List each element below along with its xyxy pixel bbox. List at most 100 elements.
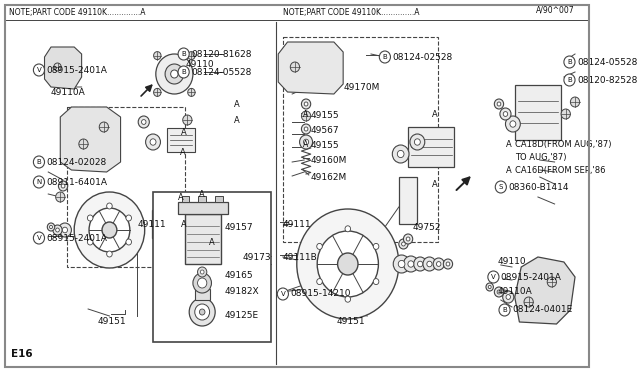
- Bar: [515, 84, 561, 140]
- Circle shape: [380, 51, 390, 63]
- Text: 08915-14210: 08915-14210: [291, 289, 351, 298]
- Circle shape: [436, 262, 441, 266]
- Bar: [198, 196, 206, 202]
- Circle shape: [200, 309, 205, 315]
- Text: TO AUG,'87): TO AUG,'87): [515, 153, 566, 161]
- Circle shape: [561, 109, 570, 119]
- Text: A: A: [234, 99, 239, 109]
- Text: CA16D(FROM SEP,'86: CA16D(FROM SEP,'86: [515, 166, 605, 174]
- Bar: [178, 202, 228, 214]
- Circle shape: [397, 150, 404, 158]
- Circle shape: [200, 270, 204, 274]
- Text: 49155: 49155: [310, 110, 339, 119]
- Text: 49125E: 49125E: [225, 311, 259, 320]
- Text: 08360-B1414: 08360-B1414: [508, 183, 569, 192]
- Text: A: A: [303, 140, 308, 148]
- Text: CA18D(FROM AUG,'87): CA18D(FROM AUG,'87): [515, 140, 611, 148]
- Text: B: B: [567, 77, 572, 83]
- Circle shape: [564, 74, 575, 86]
- Bar: [283, 37, 438, 242]
- Bar: [195, 289, 210, 300]
- Circle shape: [345, 296, 351, 302]
- Circle shape: [499, 304, 510, 316]
- Circle shape: [61, 184, 65, 188]
- Circle shape: [488, 271, 499, 283]
- Text: NOTE;PART CODE 49110K..............A: NOTE;PART CODE 49110K..............A: [9, 7, 146, 16]
- Circle shape: [570, 97, 580, 107]
- Text: A/90^007: A/90^007: [536, 6, 575, 15]
- Text: A: A: [303, 109, 308, 119]
- Text: E16: E16: [11, 349, 33, 359]
- Circle shape: [33, 64, 45, 76]
- Circle shape: [146, 134, 161, 150]
- Bar: [186, 214, 221, 264]
- Circle shape: [373, 243, 379, 249]
- Bar: [215, 196, 223, 202]
- Circle shape: [189, 298, 215, 326]
- Circle shape: [56, 228, 60, 232]
- Circle shape: [33, 232, 45, 244]
- Text: 49110: 49110: [186, 60, 214, 68]
- Circle shape: [74, 192, 145, 268]
- Text: 08915-2401A: 08915-2401A: [501, 273, 562, 282]
- Circle shape: [502, 291, 514, 303]
- Text: 49111B: 49111B: [283, 253, 317, 262]
- Circle shape: [126, 215, 131, 221]
- Circle shape: [58, 181, 68, 191]
- Polygon shape: [515, 257, 575, 324]
- Circle shape: [510, 121, 516, 127]
- Circle shape: [398, 260, 405, 267]
- Text: 49111: 49111: [283, 219, 312, 228]
- Circle shape: [304, 127, 308, 131]
- Bar: [399, 177, 417, 224]
- Polygon shape: [45, 47, 82, 89]
- Circle shape: [107, 203, 112, 209]
- Circle shape: [417, 261, 423, 267]
- Text: 08124-02528: 08124-02528: [392, 52, 452, 61]
- Circle shape: [198, 278, 207, 288]
- Circle shape: [494, 99, 504, 109]
- Text: 49151: 49151: [337, 317, 365, 327]
- Circle shape: [188, 89, 195, 96]
- Circle shape: [399, 239, 408, 249]
- Circle shape: [497, 102, 501, 106]
- Circle shape: [524, 297, 533, 307]
- Text: 08124-02028: 08124-02028: [46, 157, 107, 167]
- Circle shape: [564, 56, 575, 68]
- Circle shape: [413, 257, 427, 271]
- Circle shape: [408, 261, 414, 267]
- Text: 49151: 49151: [97, 317, 126, 327]
- Circle shape: [126, 239, 131, 245]
- Text: B: B: [502, 307, 507, 313]
- Circle shape: [303, 139, 308, 145]
- Circle shape: [88, 239, 93, 245]
- Text: 49170M: 49170M: [343, 83, 380, 92]
- Circle shape: [446, 262, 450, 266]
- Circle shape: [54, 63, 61, 71]
- Circle shape: [102, 222, 117, 238]
- Circle shape: [47, 223, 55, 231]
- Circle shape: [506, 116, 520, 132]
- Text: A: A: [209, 237, 214, 247]
- Circle shape: [500, 108, 511, 120]
- Circle shape: [503, 112, 508, 116]
- Bar: [153, 192, 271, 342]
- Circle shape: [403, 256, 419, 272]
- Text: B: B: [36, 159, 42, 165]
- Circle shape: [304, 102, 308, 106]
- Text: 49173: 49173: [243, 253, 271, 263]
- Text: NOTE;PART CODE 49110K..............A: NOTE;PART CODE 49110K..............A: [283, 7, 419, 16]
- Text: 49160M: 49160M: [310, 155, 347, 164]
- Text: 49110: 49110: [497, 257, 525, 266]
- Text: 49157: 49157: [225, 222, 253, 231]
- Circle shape: [198, 267, 207, 277]
- Circle shape: [62, 227, 67, 233]
- Circle shape: [494, 287, 504, 297]
- Circle shape: [195, 304, 210, 320]
- Circle shape: [188, 52, 195, 60]
- Circle shape: [444, 259, 452, 269]
- Text: 08915-2401A: 08915-2401A: [46, 234, 108, 243]
- Circle shape: [300, 135, 312, 149]
- Text: 49182X: 49182X: [225, 288, 259, 296]
- Circle shape: [138, 116, 149, 128]
